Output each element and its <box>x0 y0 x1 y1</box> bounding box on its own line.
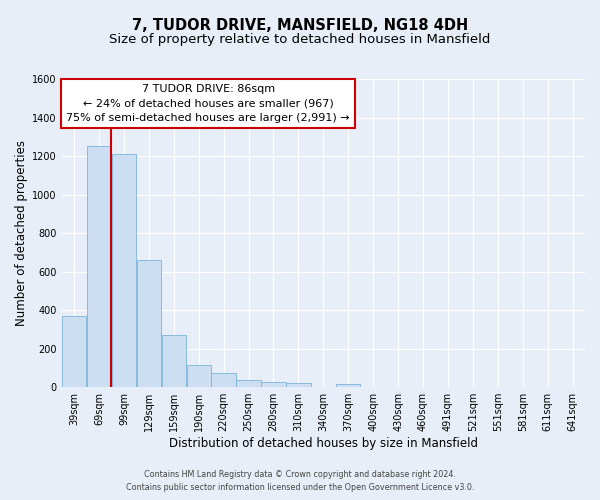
Bar <box>161 335 186 387</box>
Text: 7 TUDOR DRIVE: 86sqm
← 24% of detached houses are smaller (967)
75% of semi-deta: 7 TUDOR DRIVE: 86sqm ← 24% of detached h… <box>67 84 350 123</box>
Bar <box>336 384 361 387</box>
Text: Size of property relative to detached houses in Mansfield: Size of property relative to detached ho… <box>109 32 491 46</box>
Text: Contains HM Land Registry data © Crown copyright and database right 2024.
Contai: Contains HM Land Registry data © Crown c… <box>126 470 474 492</box>
Bar <box>261 382 286 387</box>
Bar <box>87 146 111 387</box>
Bar <box>137 260 161 387</box>
Bar <box>112 154 136 387</box>
Bar <box>211 373 236 387</box>
Bar <box>286 384 311 387</box>
Text: 7, TUDOR DRIVE, MANSFIELD, NG18 4DH: 7, TUDOR DRIVE, MANSFIELD, NG18 4DH <box>132 18 468 32</box>
Y-axis label: Number of detached properties: Number of detached properties <box>15 140 28 326</box>
X-axis label: Distribution of detached houses by size in Mansfield: Distribution of detached houses by size … <box>169 437 478 450</box>
Bar <box>236 380 261 387</box>
Bar <box>62 316 86 387</box>
Bar <box>187 365 211 387</box>
